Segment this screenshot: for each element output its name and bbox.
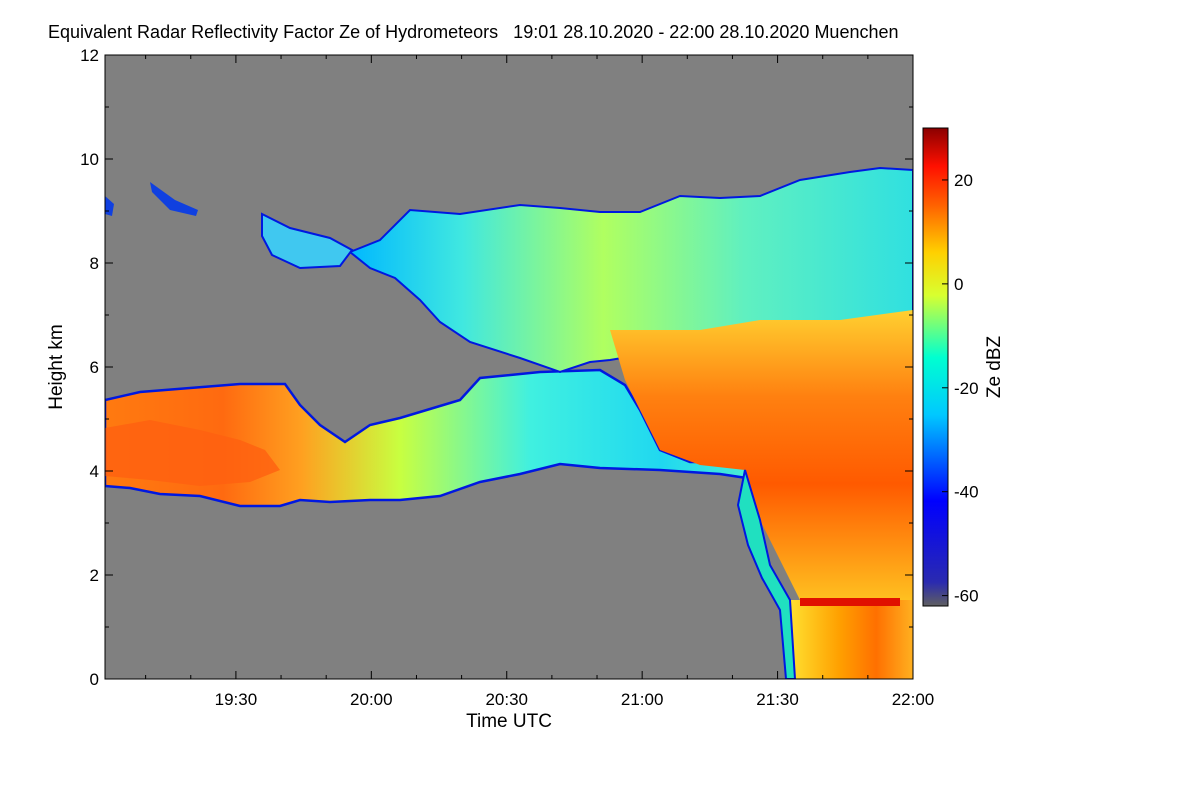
x-tick-label: 20:00 — [350, 690, 393, 709]
colorbar-tick-label: 0 — [954, 275, 963, 294]
y-tick-label: 6 — [90, 358, 99, 377]
colorbar-tick-label: -60 — [954, 587, 979, 606]
y-tick-label: 4 — [90, 462, 99, 481]
y-tick-label: 0 — [90, 670, 99, 689]
x-tick-label: 21:00 — [621, 690, 664, 709]
y-tick-label: 8 — [90, 254, 99, 273]
colorbar — [922, 127, 949, 607]
colorbar-tick-label: -40 — [954, 483, 979, 502]
y-tick-label: 10 — [80, 150, 99, 169]
x-tick-label: 21:30 — [756, 690, 799, 709]
x-tick-label: 19:30 — [215, 690, 258, 709]
deep-cloud-system — [610, 310, 913, 600]
x-axis: 19:30 20:00 20:30 21:00 21:30 22:00 — [145, 55, 935, 709]
precipitation-edge — [736, 469, 797, 679]
colorbar-axis: -60 -40 -20 0 20 — [942, 171, 979, 606]
cirrus-fragment — [261, 212, 354, 270]
bright-band — [800, 598, 900, 606]
chart-title: Equivalent Radar Reflectivity Factor Ze … — [48, 22, 899, 42]
cirrus-fragment — [150, 182, 198, 216]
y-tick-label: 2 — [90, 566, 99, 585]
x-axis-label: Time UTC — [466, 711, 552, 732]
precipitation-column — [790, 600, 913, 679]
x-tick-label: 22:00 — [892, 690, 935, 709]
colorbar-tick-label: 20 — [954, 171, 973, 190]
y-tick-label: 12 — [80, 46, 99, 65]
reflectivity-field — [105, 166, 913, 679]
x-tick-label: 20:30 — [485, 690, 528, 709]
lower-layer-core — [105, 420, 280, 486]
y-axis: 0 2 4 6 8 10 12 — [80, 46, 913, 689]
colorbar-label: Ze dBZ — [984, 335, 1005, 398]
y-axis-label: Height km — [46, 324, 67, 410]
colorbar-tick-label: -20 — [954, 379, 979, 398]
